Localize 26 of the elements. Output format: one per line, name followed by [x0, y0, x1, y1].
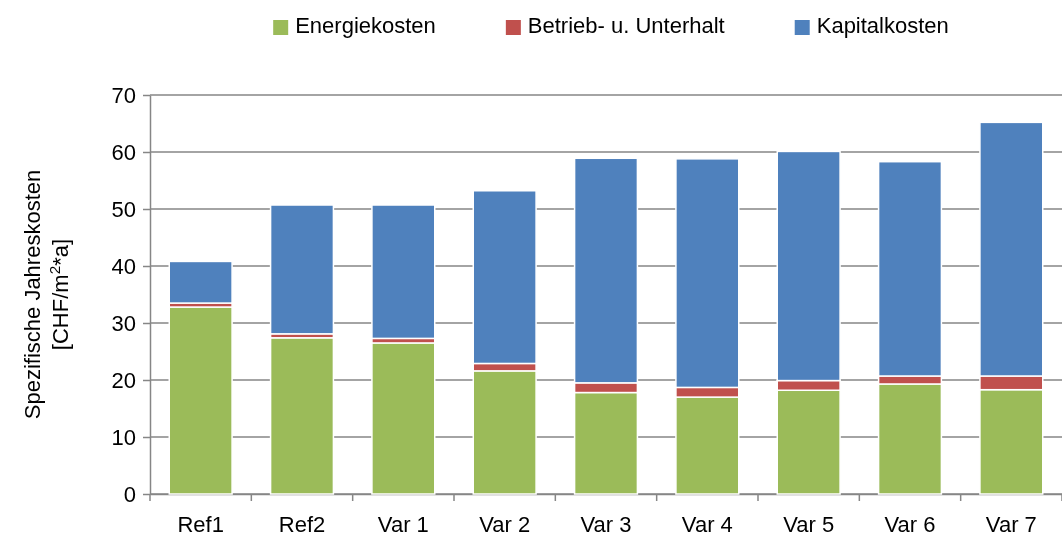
bar — [269, 204, 335, 335]
x-tick-label: Var 5 — [783, 512, 835, 538]
y-tick-label: 10 — [111, 424, 136, 450]
y-tick-label: 70 — [111, 82, 136, 108]
y-tick-label: 40 — [111, 253, 136, 279]
y-tick-label: 60 — [111, 139, 136, 165]
bar — [269, 337, 335, 495]
y-tick-label: 50 — [111, 196, 136, 222]
bar — [371, 342, 436, 495]
bar — [371, 204, 436, 340]
y-tick-label: 20 — [111, 367, 136, 393]
x-tick-label: Var 7 — [985, 512, 1037, 538]
bar — [168, 306, 233, 495]
x-tick-label: Var 2 — [479, 512, 531, 538]
x-tick-label: Var 6 — [884, 512, 936, 538]
legend-label: Kapitalkosten — [816, 13, 949, 38]
x-tick-label: Var 3 — [580, 512, 632, 538]
x-tick-label: Ref1 — [177, 512, 224, 538]
legend-label: Energiekosten — [295, 13, 436, 38]
x-tick-label: Var 4 — [681, 512, 733, 538]
bar — [168, 260, 233, 304]
x-tick-label: Var 1 — [377, 512, 429, 538]
y-tick-label: 30 — [111, 310, 136, 336]
legend-label: Betrieb- u. Unterhalt — [527, 13, 725, 38]
y-tick-label: 0 — [123, 481, 136, 507]
x-tick-label: Ref2 — [278, 512, 326, 538]
